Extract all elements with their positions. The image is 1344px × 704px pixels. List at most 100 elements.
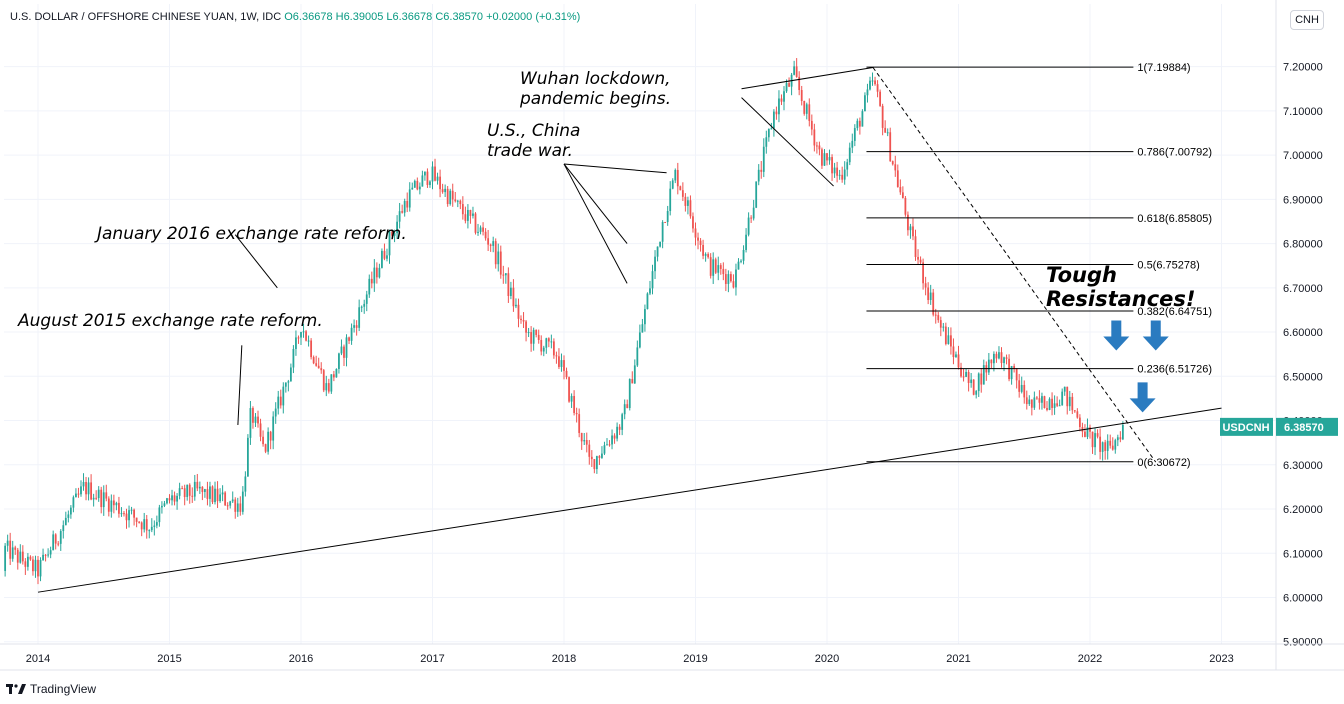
candle-body (1114, 440, 1117, 450)
y-tick-label: 5.90000 (1283, 637, 1323, 649)
candle-body (322, 370, 325, 391)
x-tick-label: 2020 (815, 653, 839, 665)
candle-body (221, 492, 224, 495)
candle-body (459, 200, 462, 205)
candle-body (209, 486, 211, 499)
annotation-aug-2015: August 2015 exchange rate reform. (18, 311, 323, 331)
candle-body (919, 259, 922, 263)
tradingview-brand[interactable]: TradingView (6, 682, 96, 696)
candle-body (467, 209, 469, 221)
candle-body (957, 354, 960, 368)
x-tick-label: 2015 (157, 653, 181, 665)
candle-body (267, 431, 270, 452)
candle-body (338, 353, 340, 369)
candle-body (358, 307, 361, 328)
candle-body (507, 273, 510, 296)
candle-body (636, 347, 639, 366)
candle-body (661, 222, 664, 242)
annotation-wuhan-2: pandemic begins. (520, 89, 672, 109)
candle-body (441, 189, 444, 193)
fib-level-label: 0.382(6.64751) (1137, 306, 1212, 318)
candle-body (1104, 442, 1107, 451)
candle-body (383, 250, 386, 259)
candle-body (161, 505, 163, 508)
candle-body (646, 293, 649, 310)
candle-body (315, 363, 318, 366)
candle-body (641, 324, 644, 333)
annotation-trade-war-1: U.S., China (487, 121, 581, 141)
candle-body (798, 76, 801, 91)
candle-body (517, 304, 520, 319)
candle-body (808, 104, 811, 121)
candle-body (644, 309, 646, 325)
candle-body (47, 554, 50, 556)
candle-body (1013, 366, 1016, 369)
candle-body (821, 149, 823, 166)
candle-body (128, 510, 130, 521)
candle-body (1053, 403, 1056, 408)
candle-body (1058, 405, 1061, 407)
annotation-trade-war-2: trade war. (487, 141, 573, 161)
down-arrow-icon (1103, 320, 1130, 351)
down-arrow-icon (1142, 320, 1169, 351)
candle-body (856, 120, 859, 129)
candle-body (1091, 431, 1094, 448)
candle-body (939, 320, 942, 328)
candle-body (871, 80, 874, 82)
candle-body (745, 234, 747, 250)
y-tick-label: 6.50000 (1283, 371, 1323, 383)
candle-body (401, 211, 404, 213)
candle-body (249, 408, 252, 438)
candle-body (709, 257, 712, 276)
candle-body (664, 222, 667, 224)
candle-body (563, 360, 565, 371)
candle-body (120, 513, 123, 515)
x-tick-label: 2016 (289, 653, 313, 665)
candle-body (492, 241, 495, 246)
candle-body (689, 200, 692, 217)
candle-body (95, 497, 98, 499)
candle-body (702, 244, 704, 256)
candle-body (226, 505, 229, 507)
candle-body (881, 105, 884, 128)
candle-body (719, 265, 722, 269)
candle-body (616, 426, 619, 439)
candle-body (681, 190, 684, 197)
candle-body (894, 164, 897, 171)
annotation-pointer-line (741, 67, 874, 90)
candle-body (722, 268, 725, 275)
candle-body (679, 186, 682, 191)
candle-body (1066, 386, 1069, 407)
candle-body (1010, 366, 1013, 380)
candle-body (944, 326, 947, 344)
candle-body (236, 503, 239, 512)
candle-body (707, 254, 710, 258)
candle-body (833, 167, 836, 174)
candle-body (310, 340, 313, 358)
annotation-jan-2016: January 2016 exchange rate reform. (97, 224, 407, 244)
grid-lines (4, 4, 1276, 644)
candle-body (148, 530, 151, 532)
candle-body (623, 404, 626, 415)
candle-body (9, 540, 12, 559)
candle-body (365, 294, 368, 304)
candle-body (305, 331, 307, 341)
candle-body (145, 519, 148, 531)
candle-body (19, 551, 22, 563)
candle-body (219, 494, 221, 502)
annotation-pointer-line (237, 345, 243, 425)
candle-body (257, 416, 259, 424)
candle-body (456, 200, 459, 202)
candle-body (1030, 399, 1033, 408)
candle-body (598, 456, 601, 458)
candle-body (150, 526, 153, 531)
candle-body (621, 414, 624, 430)
candle-body (1015, 368, 1018, 381)
candle-body (386, 255, 388, 259)
currency-button[interactable]: CNH (1290, 10, 1324, 30)
candle-body (163, 503, 166, 506)
candle-body (320, 368, 323, 371)
candle-body (762, 146, 765, 172)
candle-body (537, 334, 540, 340)
